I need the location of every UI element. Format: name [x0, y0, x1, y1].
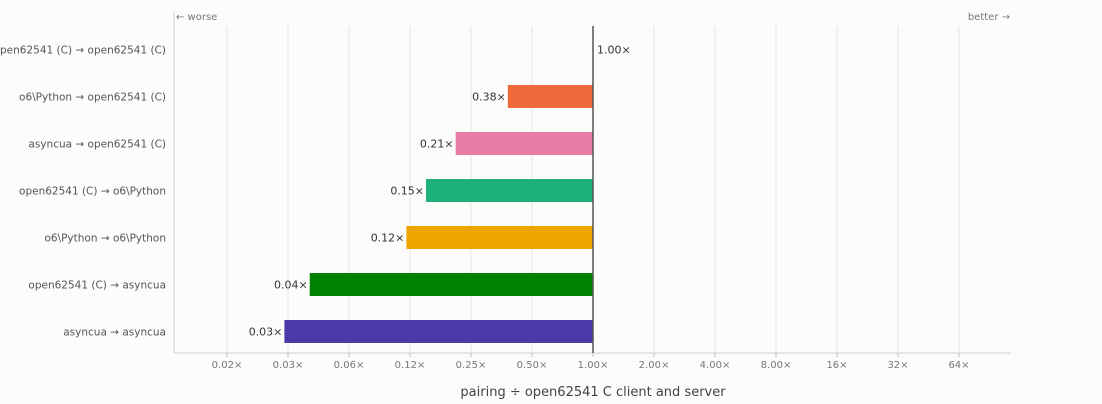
data-label: 0.15× [390, 185, 424, 198]
bar [507, 85, 593, 108]
x-tick-label: 0.02× [212, 360, 243, 371]
right-hint: better → [968, 12, 1010, 23]
category-label: o6\Python → o6\Python [44, 233, 166, 245]
bar [426, 179, 593, 202]
x-tick-label: 64× [948, 360, 969, 371]
data-label: 0.38× [472, 91, 506, 104]
axes: 0.02× 0.03× 0.06× 0.12× 0.25× 0.50× 1.00× 2.00×… [0, 12, 1011, 371]
bar [455, 132, 593, 155]
category-label: open62541 (C) → o6\Python [19, 186, 166, 198]
category-label: open62541 (C) → open62541 (C) [0, 45, 166, 57]
bar [284, 320, 593, 343]
x-tick-label: 1.00× [578, 360, 609, 371]
data-label: 0.03× [249, 326, 283, 339]
category-label: asyncua → asyncua [63, 327, 166, 339]
data-label: 0.04× [274, 279, 308, 292]
x-tick-label: 16× [826, 360, 847, 371]
x-tick-label: 0.50× [517, 360, 548, 371]
bar [406, 226, 593, 249]
x-tick-label: 0.03× [273, 360, 304, 371]
x-tick-label: 2.00× [639, 360, 670, 371]
x-tick-label: 32× [887, 360, 908, 371]
x-tick-label: 8.00× [761, 360, 792, 371]
x-tick-label: 0.06× [334, 360, 365, 371]
x-axis-title: pairing ÷ open62541 C client and server [460, 385, 726, 400]
x-tick-label: 0.12× [395, 360, 426, 371]
bars: 1.00× 0.38× 0.21× 0.15× 0.12× 0.04× 0.03× [249, 44, 631, 343]
x-tick-label: 4.00× [700, 360, 731, 371]
data-label: 0.12× [371, 232, 405, 245]
category-label: asyncua → open62541 (C) [28, 139, 166, 151]
left-hint: ← worse [176, 12, 217, 23]
category-label: o6\Python → open62541 (C) [19, 92, 166, 104]
data-label: 1.00× [597, 44, 631, 57]
bar [309, 273, 593, 296]
x-tick-label: 0.25× [456, 360, 487, 371]
category-label: open62541 (C) → asyncua [28, 280, 166, 292]
data-label: 0.21× [420, 138, 454, 151]
